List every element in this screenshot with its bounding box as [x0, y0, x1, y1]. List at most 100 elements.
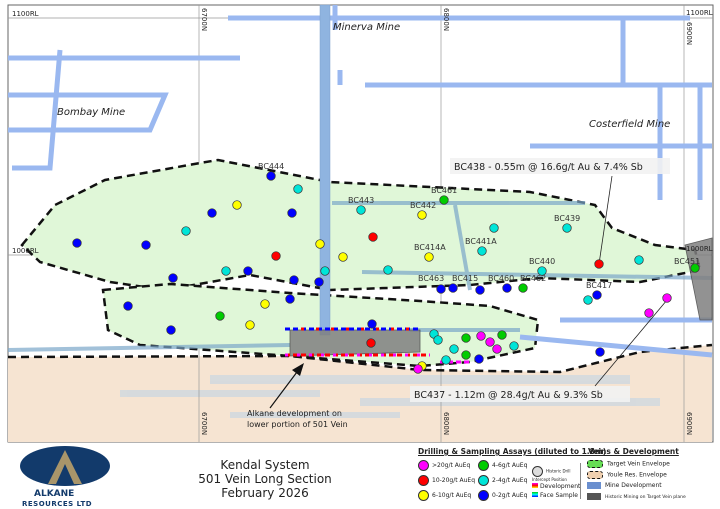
legend-veins-title: Veins & Development — [588, 447, 679, 456]
legend-historic-mining: Historic Mining on Target Vein plane — [587, 493, 686, 500]
drill-intercept-g2 — [449, 344, 459, 354]
drill-intercept-g4 — [461, 350, 471, 360]
legend-divider — [580, 463, 581, 499]
drill-intercept-g2 — [181, 226, 191, 236]
hole-label-bc441a: BC441A — [465, 237, 497, 246]
drill-intercept-g10 — [366, 338, 376, 348]
n6900-bottom-label: 6900N — [685, 412, 693, 435]
legend-mine-dev: Mine Development — [587, 482, 662, 489]
drill-intercept-g4 — [497, 330, 507, 340]
costerfield-mine-label: Costerfield Mine — [589, 119, 670, 130]
minerva-mine-label: Minerva Mine — [333, 22, 400, 33]
drill-intercept-g2 — [537, 266, 547, 276]
development-face-samples — [285, 327, 470, 364]
legend-assays-title: Drilling & Sampling Assays (diluted to 1… — [418, 447, 607, 456]
legend-target: Target Vein Envelope — [587, 460, 670, 468]
drill-intercept-g10 — [271, 251, 281, 261]
youle-envelope — [8, 345, 712, 442]
hole-label-bc443: BC443 — [348, 196, 374, 205]
rl-1000-right-label: 1000RL — [686, 245, 713, 253]
drill-intercept-g2 — [562, 223, 572, 233]
bc438-callout: BC438 - 0.55m @ 16.6g/t Au & 7.4% Sb — [454, 162, 643, 173]
hole-label-bc440: BC440 — [529, 257, 555, 266]
legend-g2: 2-4g/t AuEq — [478, 475, 527, 486]
bc438-callout-box — [450, 158, 670, 174]
drill-intercept-g6 — [260, 299, 270, 309]
drill-intercept-g6 — [315, 239, 325, 249]
drill-intercept-g0 — [592, 290, 602, 300]
hole-label-bc415: BC415 — [452, 274, 478, 283]
hole-label-bc414a: BC414A — [414, 243, 446, 252]
hole-label-bc460: BC460 — [488, 274, 514, 283]
svg-text:RESOURCES LTD: RESOURCES LTD — [22, 500, 92, 508]
drill-intercept-g0 — [474, 354, 484, 364]
legend-g4: 4-6g/t AuEq — [478, 460, 527, 471]
legend-face-sample: Face Sample — [532, 492, 578, 499]
drill-intercept-g6 — [417, 210, 427, 220]
alkane-logo: ALKANE RESOURCES LTD — [20, 446, 110, 508]
n6800-top-label: 6800N — [442, 8, 450, 31]
drill-hole-labels: BC444 BC443 BC461 BC442 BC439 BC414A BC441A BC4… — [258, 162, 700, 290]
n6700-top-label: 6700N — [200, 8, 208, 31]
legend-youle: Youle Res. Envelope — [587, 471, 667, 479]
drill-intercept-g2 — [383, 265, 393, 275]
legend-historic: Historic Drill Intercept Position — [532, 466, 582, 482]
hole-label-bc439: BC439 — [554, 214, 580, 223]
drill-intercept-g0 — [141, 240, 151, 250]
legend-g0: 0-2g/t AuEq — [478, 490, 527, 501]
drill-intercept-g6 — [245, 320, 255, 330]
drill-intercept-g10 — [594, 259, 604, 269]
drill-intercept-g0 — [266, 171, 276, 181]
bc437-leader — [594, 299, 668, 387]
drill-intercept-g0 — [287, 208, 297, 218]
drill-intercept-g0 — [367, 319, 377, 329]
drill-intercept-g4 — [518, 283, 528, 293]
drill-intercept-g4 — [690, 263, 700, 273]
legend-g10: 10-20g/t AuEq — [418, 475, 475, 486]
mine-development — [8, 5, 713, 358]
bc438-leader — [598, 175, 613, 265]
legend-g20: >20g/t AuEq — [418, 460, 470, 471]
drill-intercept-g0 — [502, 283, 512, 293]
drill-intercept-g2 — [489, 223, 499, 233]
title-line-3: February 2026 — [221, 486, 309, 500]
n6800-bottom-label: 6800N — [442, 412, 450, 435]
drill-intercept-g0 — [207, 208, 217, 218]
drill-intercept-g20 — [413, 364, 423, 374]
drill-intercept-g2 — [583, 295, 593, 305]
hole-label-bc444: BC444 — [258, 162, 284, 171]
drill-intercept-g20 — [492, 344, 502, 354]
n6900-top-label: 6900N — [685, 22, 693, 45]
hole-label-bc463: BC463 — [418, 274, 444, 283]
drill-intercept-g0 — [475, 285, 485, 295]
drill-intercept-g0 — [595, 347, 605, 357]
drill-intercept-g2 — [221, 266, 231, 276]
drill-intercept-g2 — [320, 266, 330, 276]
drill-intercepts — [72, 171, 700, 374]
drill-intercept-g0 — [168, 273, 178, 283]
title-line-1: Kendal System — [220, 458, 310, 472]
drill-intercept-g2 — [441, 355, 451, 365]
title-line-2: 501 Vein Long Section — [198, 472, 332, 486]
rl-1100-right-label: 1100RL — [686, 9, 713, 17]
drill-intercept-g2 — [356, 205, 366, 215]
bc437-callout: BC437 - 1.12m @ 28.4g/t Au & 9.3% Sb — [414, 390, 603, 401]
drill-intercept-g0 — [166, 325, 176, 335]
drill-intercept-g0 — [123, 301, 133, 311]
drill-intercept-g4 — [215, 311, 225, 321]
drill-intercept-g2 — [293, 184, 303, 194]
drill-intercept-g0 — [285, 294, 295, 304]
drill-intercept-g0 — [436, 284, 446, 294]
drill-intercept-g20 — [662, 293, 672, 303]
arrow-head-icon — [292, 363, 304, 376]
hole-label-bc461: BC461 — [431, 186, 457, 195]
drill-intercept-g2 — [433, 335, 443, 345]
development-arrow — [269, 367, 301, 409]
drill-intercept-g2 — [477, 246, 487, 256]
drill-intercept-g20 — [476, 331, 486, 341]
hole-label-bc442: BC442 — [410, 201, 436, 210]
drill-intercept-g0 — [448, 283, 458, 293]
legend-g6: 6-10g/t AuEq — [418, 490, 471, 501]
